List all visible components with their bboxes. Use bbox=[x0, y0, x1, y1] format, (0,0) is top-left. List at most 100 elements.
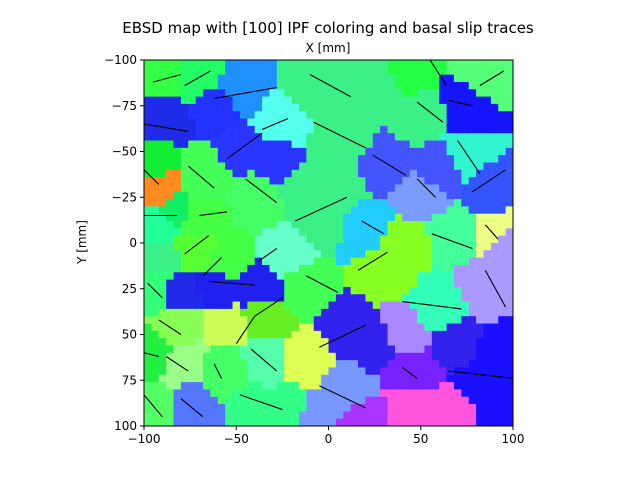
grain-pixel bbox=[217, 81, 226, 90]
grain-pixel bbox=[203, 213, 212, 222]
grain-pixel bbox=[358, 74, 366, 83]
grain-pixel bbox=[424, 243, 433, 251]
grain-pixel bbox=[158, 177, 167, 186]
grain-pixel bbox=[262, 118, 271, 127]
grain-pixel bbox=[210, 257, 219, 266]
grain-pixel bbox=[328, 199, 337, 207]
grain-pixel bbox=[335, 199, 344, 207]
grain-pixel bbox=[173, 338, 182, 347]
grain-pixel bbox=[247, 96, 256, 105]
grain-pixel bbox=[291, 338, 300, 347]
grain-pixel bbox=[298, 169, 307, 178]
grain-pixel bbox=[468, 118, 477, 127]
grain-pixel bbox=[298, 221, 307, 229]
grain-pixel bbox=[291, 140, 300, 149]
grain-pixel bbox=[409, 257, 418, 266]
grain-pixel bbox=[195, 60, 204, 68]
grain-pixel bbox=[158, 155, 167, 164]
grain-pixel bbox=[372, 60, 381, 68]
grain-pixel bbox=[402, 228, 411, 237]
grain-pixel bbox=[262, 279, 271, 288]
grain-pixel bbox=[483, 169, 492, 178]
grain-pixel bbox=[498, 213, 507, 222]
grain-pixel bbox=[306, 74, 315, 83]
grain-pixel bbox=[498, 111, 507, 120]
grain-pixel bbox=[350, 250, 359, 259]
grain-pixel bbox=[158, 264, 167, 273]
slip-trace bbox=[416, 101, 444, 123]
grain-pixel bbox=[402, 103, 411, 112]
grain-pixel bbox=[424, 103, 433, 112]
grain-pixel bbox=[269, 404, 278, 412]
grain-pixel bbox=[431, 323, 440, 332]
grain-pixel bbox=[239, 184, 248, 193]
grain-pixel bbox=[217, 140, 226, 149]
grain-pixel bbox=[239, 125, 248, 134]
grain-pixel bbox=[394, 286, 403, 295]
grain-pixel bbox=[394, 323, 403, 332]
grain-pixel bbox=[505, 96, 513, 105]
grain-pixel bbox=[203, 235, 212, 244]
grain-pixel bbox=[321, 345, 330, 354]
grain-pixel bbox=[225, 294, 234, 303]
grain-pixel bbox=[453, 389, 462, 398]
grain-pixel bbox=[232, 140, 241, 149]
grain-pixel bbox=[498, 81, 507, 90]
grain-pixel bbox=[210, 81, 219, 90]
grain-pixel bbox=[453, 103, 462, 112]
grain-pixel bbox=[402, 191, 411, 200]
grain-pixel bbox=[350, 374, 359, 383]
grain-pixel bbox=[453, 162, 462, 171]
grain-pixel bbox=[380, 155, 389, 164]
grain-pixel bbox=[217, 301, 226, 310]
grain-pixel bbox=[387, 418, 396, 426]
grain-pixel bbox=[431, 133, 440, 142]
grain-pixel bbox=[394, 345, 403, 354]
grain-pixel bbox=[232, 352, 241, 361]
grain-pixel bbox=[380, 316, 389, 325]
grain-pixel bbox=[372, 221, 381, 229]
grain-pixel bbox=[431, 250, 440, 259]
grain-pixel bbox=[166, 396, 175, 405]
grain-pixel bbox=[158, 89, 167, 98]
grain-pixel bbox=[188, 103, 197, 112]
grain-pixel bbox=[313, 411, 322, 420]
grain-pixel bbox=[188, 162, 197, 171]
grain-pixel bbox=[468, 396, 477, 405]
grain-pixel bbox=[372, 374, 381, 383]
grain-pixel bbox=[269, 367, 278, 376]
grain-pixel bbox=[446, 338, 455, 347]
grain-pixel bbox=[468, 257, 477, 266]
grain-pixel bbox=[439, 162, 448, 171]
grain-pixel bbox=[195, 162, 204, 171]
grain-pixel bbox=[417, 294, 426, 303]
grain-pixel bbox=[173, 155, 182, 164]
grain-pixel bbox=[439, 199, 448, 207]
grain-pixel bbox=[321, 118, 330, 127]
grain-pixel bbox=[453, 191, 462, 200]
grain-pixel bbox=[144, 177, 152, 186]
grain-pixel bbox=[173, 199, 182, 207]
grain-pixel bbox=[166, 286, 175, 295]
grain-pixel bbox=[254, 96, 263, 105]
grain-pixel bbox=[180, 272, 189, 281]
grain-pixel bbox=[380, 191, 389, 200]
grain-pixel bbox=[328, 221, 337, 229]
grain-pixel bbox=[328, 250, 337, 259]
grain-pixel bbox=[446, 301, 455, 310]
grain-pixel bbox=[291, 177, 300, 186]
grain-pixel bbox=[461, 360, 470, 369]
grain-pixel bbox=[490, 389, 499, 398]
grain-pixel bbox=[483, 338, 492, 347]
grain-pixel bbox=[498, 352, 507, 361]
slip-trace bbox=[472, 169, 506, 193]
grain-pixel bbox=[232, 330, 241, 339]
grain-pixel bbox=[380, 404, 389, 412]
grain-pixel bbox=[483, 352, 492, 361]
grain-pixel bbox=[335, 155, 344, 164]
grain-pixel bbox=[247, 213, 256, 222]
grain-pixel bbox=[446, 243, 455, 251]
grain-pixel bbox=[365, 404, 374, 412]
grain-pixel bbox=[232, 133, 241, 142]
grain-pixel bbox=[424, 125, 433, 134]
